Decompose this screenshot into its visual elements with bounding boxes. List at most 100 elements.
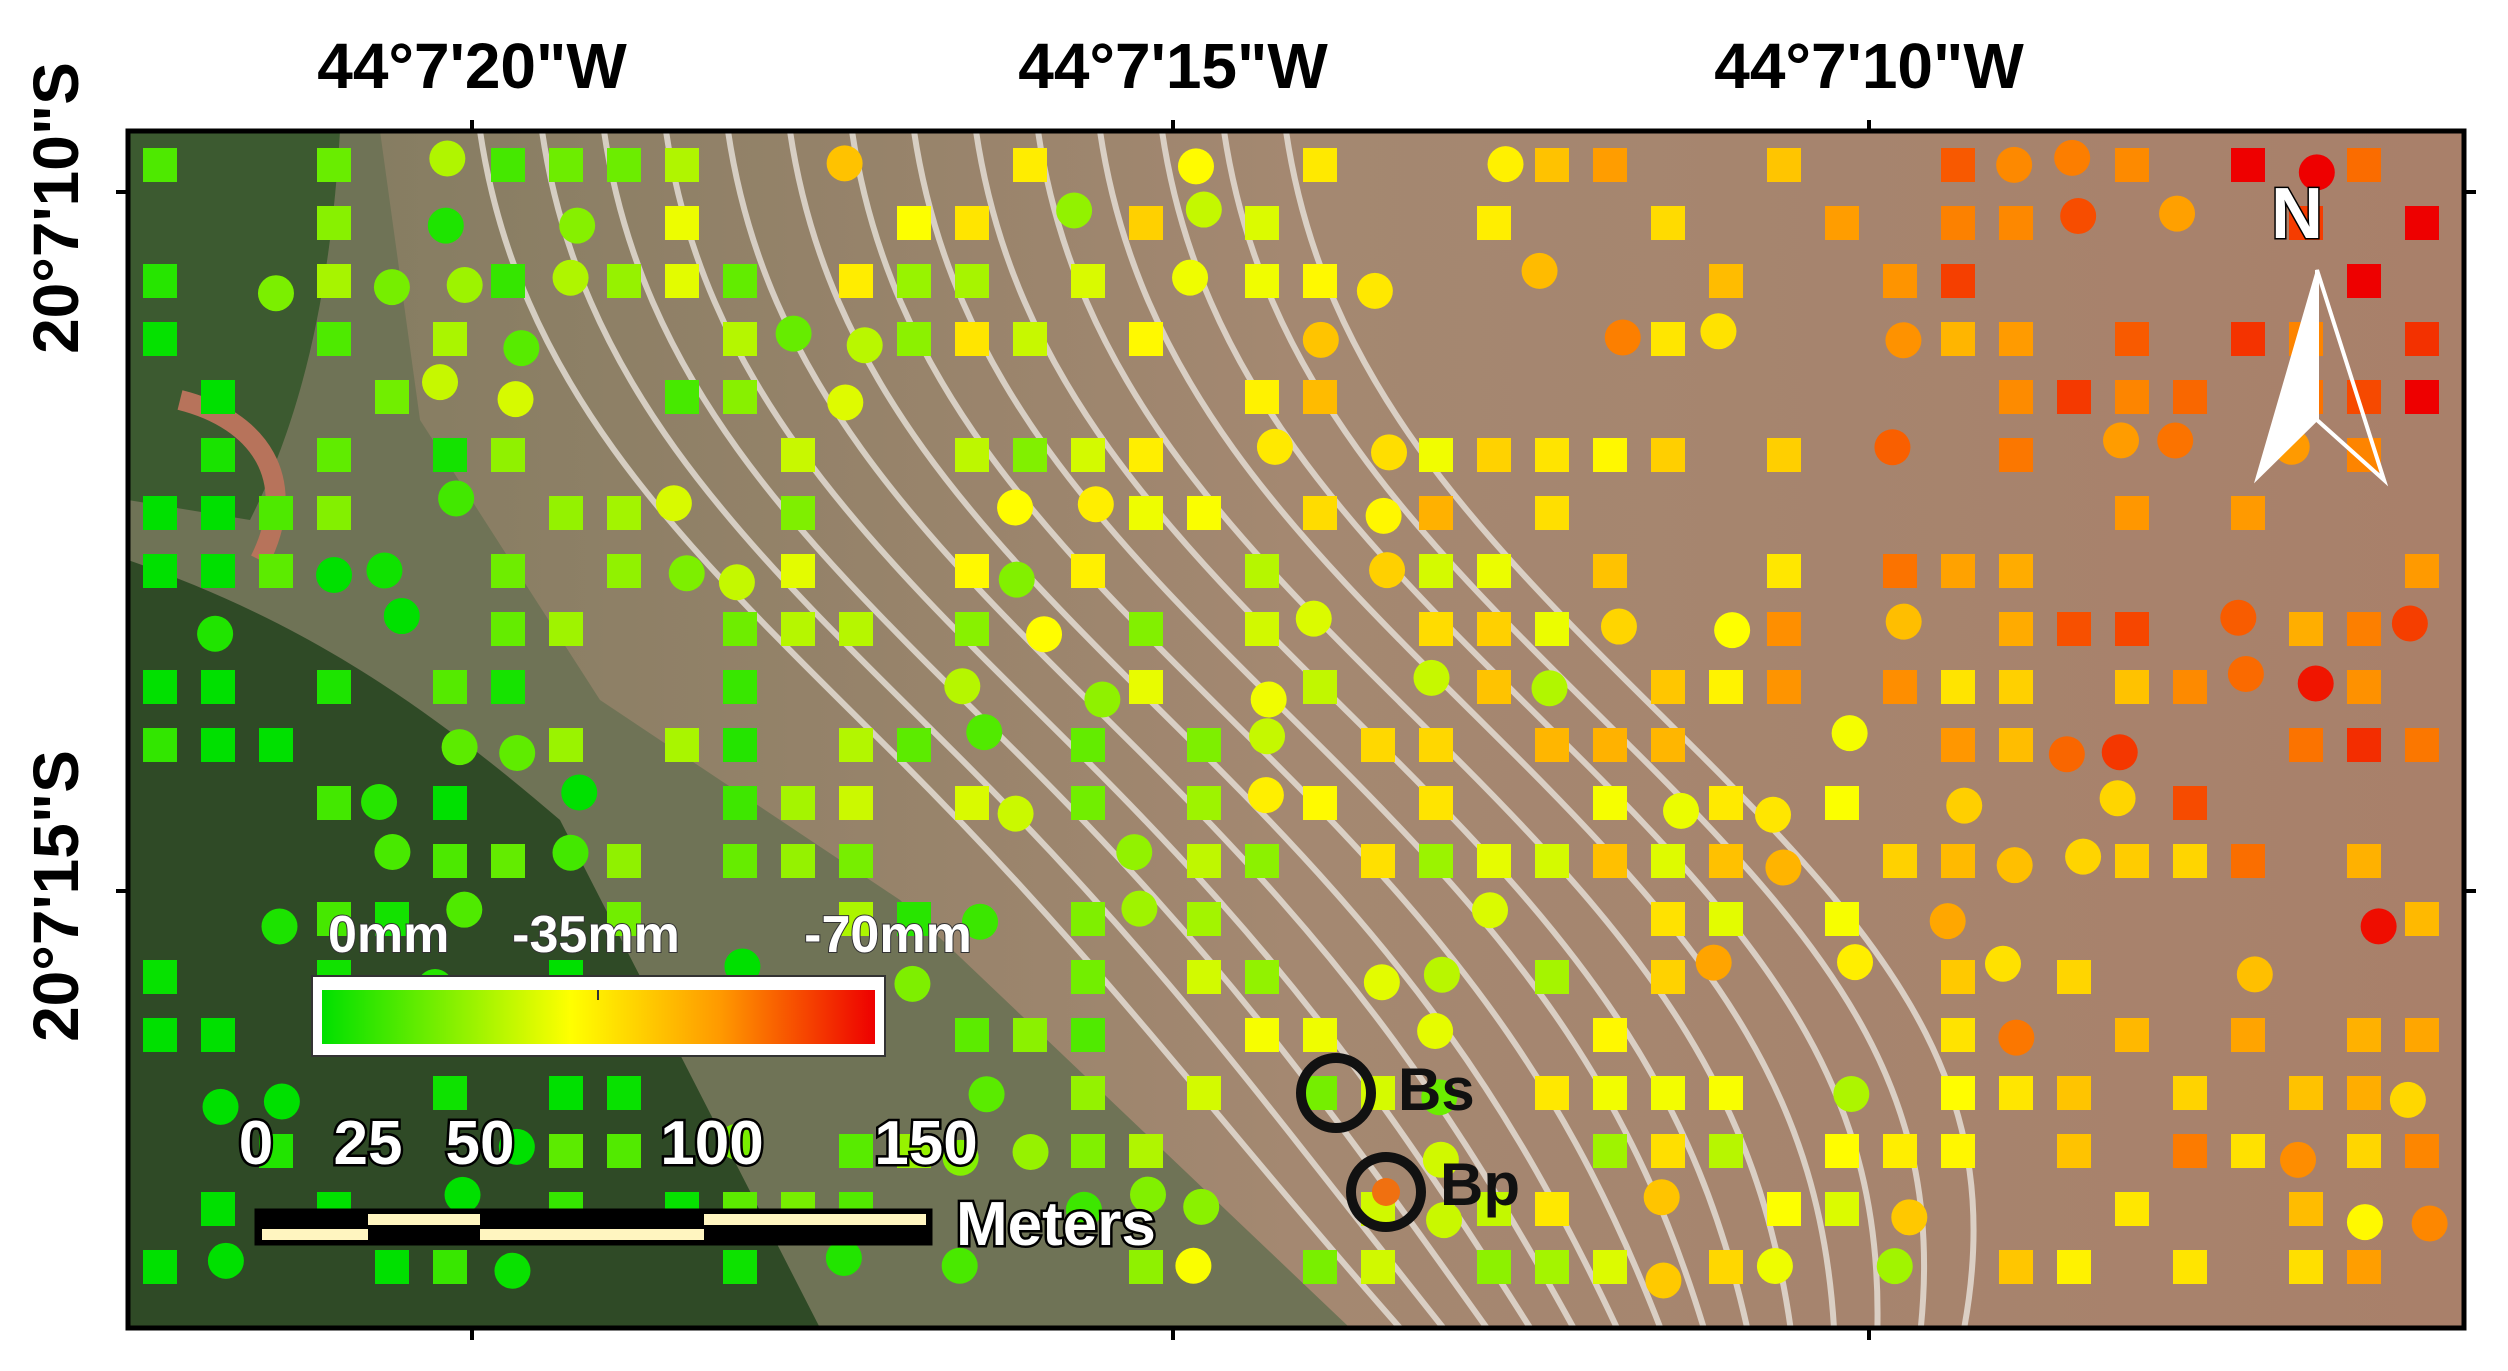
- point-square: [1999, 728, 2033, 762]
- point-square: [2057, 1134, 2091, 1168]
- point-circle: [1247, 777, 1284, 814]
- point-square: [2405, 1134, 2439, 1168]
- point-square: [665, 380, 699, 414]
- point-square: [317, 438, 351, 472]
- point-square: [2231, 1018, 2265, 1052]
- point-square: [723, 322, 757, 356]
- point-circle: [2101, 734, 2138, 771]
- longitude-label: 44°7'10"W: [1714, 30, 2024, 102]
- point-square: [317, 496, 351, 530]
- north-label: N: [2271, 174, 2323, 254]
- point-circle: [1026, 616, 1063, 653]
- point-square: [1071, 554, 1105, 588]
- point-square: [1767, 148, 1801, 182]
- point-square: [1999, 380, 2033, 414]
- point-square: [1071, 728, 1105, 762]
- point-square: [781, 844, 815, 878]
- point-square: [2173, 1076, 2207, 1110]
- point-square: [1709, 1250, 1743, 1284]
- point-square: [143, 960, 177, 994]
- point-square: [317, 786, 351, 820]
- point-square: [2289, 728, 2323, 762]
- north-arrow: [2253, 269, 2389, 487]
- point-square: [955, 206, 989, 240]
- point-circle: [827, 384, 864, 421]
- point-square: [1767, 438, 1801, 472]
- point-square: [1419, 438, 1453, 472]
- point-square: [2057, 612, 2091, 646]
- point-circle: [429, 140, 466, 177]
- point-square: [1651, 1134, 1685, 1168]
- point-circle: [1472, 892, 1509, 929]
- point-circle: [552, 834, 589, 871]
- point-square: [1999, 438, 2033, 472]
- point-square: [897, 206, 931, 240]
- point-circle: [942, 1139, 979, 1176]
- map-frame: [125, 128, 2467, 1331]
- point-circle: [825, 1239, 862, 1276]
- point-square: [1129, 206, 1163, 240]
- point-circle: [446, 891, 483, 928]
- point-circle: [1996, 146, 2033, 183]
- point-square: [2405, 902, 2439, 936]
- point-circle: [718, 564, 755, 601]
- point-square: [549, 612, 583, 646]
- point-circle: [1172, 259, 1209, 296]
- point-square: [1941, 728, 1975, 762]
- colorbar-label: -70mm: [804, 906, 972, 964]
- point-square: [1303, 1018, 1337, 1052]
- point-circle: [1695, 944, 1732, 981]
- point-square: [1303, 496, 1337, 530]
- point-circle: [366, 552, 403, 589]
- point-square: [1071, 902, 1105, 936]
- point-square: [1593, 844, 1627, 878]
- point-square: [1129, 670, 1163, 704]
- point-square: [1883, 554, 1917, 588]
- point-square: [1303, 786, 1337, 820]
- point-circle: [257, 275, 294, 312]
- point-square: [1129, 322, 1163, 356]
- point-square: [143, 264, 177, 298]
- point-square: [1013, 438, 1047, 472]
- marker-label: Bs: [1398, 1056, 1475, 1123]
- point-square: [839, 786, 873, 820]
- point-circle: [962, 903, 999, 940]
- point-circle: [444, 1176, 481, 1213]
- point-square: [1825, 1192, 1859, 1226]
- scale-unit: Meters: [956, 1190, 1156, 1259]
- point-circle: [2054, 139, 2091, 176]
- point-square: [2347, 612, 2381, 646]
- point-square: [1535, 960, 1569, 994]
- point-circle: [1365, 497, 1402, 534]
- point-circle: [1765, 849, 1802, 886]
- point-circle: [1663, 792, 1700, 829]
- point-circle: [1422, 1141, 1459, 1178]
- point-square: [1477, 670, 1511, 704]
- point-square: [2115, 380, 2149, 414]
- point-circle: [1413, 659, 1450, 696]
- point-square: [1593, 554, 1627, 588]
- point-circle: [1175, 1247, 1212, 1284]
- point-square: [317, 206, 351, 240]
- point-square: [2173, 1250, 2207, 1284]
- point-circle: [1426, 1202, 1463, 1239]
- point-circle: [1084, 681, 1121, 718]
- point-square: [1187, 1076, 1221, 1110]
- point-circle: [202, 1088, 239, 1125]
- point-circle: [2391, 605, 2428, 642]
- point-square: [491, 612, 525, 646]
- point-square: [2231, 322, 2265, 356]
- point-circle: [552, 259, 589, 296]
- point-circle: [2220, 599, 2257, 636]
- point-square: [1651, 206, 1685, 240]
- point-square: [1013, 148, 1047, 182]
- point-square: [607, 844, 641, 878]
- point-square: [1303, 148, 1337, 182]
- scale-label: 0: [239, 1109, 273, 1178]
- point-square: [1709, 786, 1743, 820]
- point-square: [665, 728, 699, 762]
- point-square: [1535, 844, 1569, 878]
- point-square: [1303, 670, 1337, 704]
- scale-label: 100: [660, 1109, 763, 1178]
- point-square: [143, 148, 177, 182]
